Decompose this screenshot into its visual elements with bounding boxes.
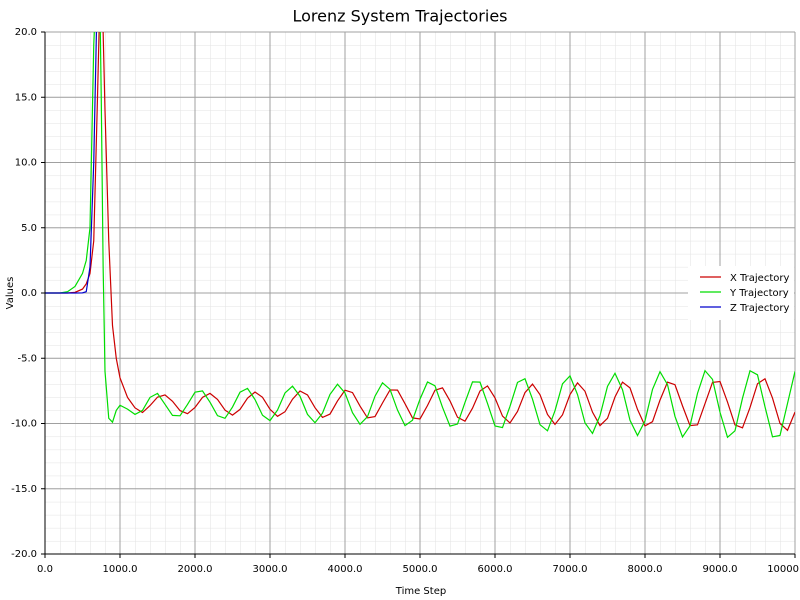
y-tick-label: -10.0 bbox=[11, 419, 37, 430]
y-tick-label: 5.0 bbox=[21, 223, 37, 234]
x-tick-label: 6000.0 bbox=[478, 564, 513, 575]
y-tick-label: 15.0 bbox=[15, 92, 37, 103]
series-layer bbox=[45, 32, 795, 439]
y-tick-label: -5.0 bbox=[17, 353, 37, 364]
x-tick-label: 8000.0 bbox=[628, 564, 663, 575]
x-axis-title: Time Step bbox=[395, 586, 446, 597]
y-axis-title: Values bbox=[5, 277, 16, 310]
legend-box bbox=[688, 266, 794, 320]
legend-label: Z Trajectory bbox=[730, 303, 789, 314]
x-tick-label: 9000.0 bbox=[703, 564, 738, 575]
x-tick-label: 0.0 bbox=[37, 564, 53, 575]
series-line bbox=[45, 32, 795, 439]
legend-label: Y Trajectory bbox=[729, 288, 789, 299]
y-tick-label: 0.0 bbox=[21, 288, 37, 299]
chart-title: Lorenz System Trajectories bbox=[292, 7, 507, 26]
y-tick-label: -15.0 bbox=[11, 484, 37, 495]
legend: X Trajectory Y Trajectory Z Trajectory bbox=[688, 266, 794, 320]
x-tick-label: 2000.0 bbox=[178, 564, 213, 575]
legend-label: X Trajectory bbox=[730, 273, 789, 284]
series-line bbox=[45, 32, 795, 432]
x-tick-label: 4000.0 bbox=[328, 564, 363, 575]
y-tick-label: 10.0 bbox=[15, 158, 37, 169]
y-tick-label: 20.0 bbox=[15, 27, 37, 38]
x-tick-label: 5000.0 bbox=[403, 564, 438, 575]
x-tick-label: 10000 bbox=[767, 564, 799, 575]
x-tick-label: 3000.0 bbox=[253, 564, 288, 575]
x-tick-label: 1000.0 bbox=[103, 564, 138, 575]
y-tick-label: -20.0 bbox=[11, 549, 37, 560]
x-tick-label: 7000.0 bbox=[553, 564, 588, 575]
